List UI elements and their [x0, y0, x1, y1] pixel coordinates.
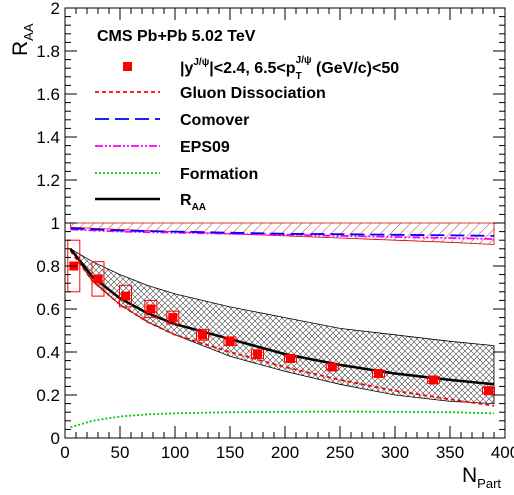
x-tick-label: 250 [326, 443, 354, 462]
syst-box [91, 261, 105, 297]
y-tick-label: 1 [51, 214, 60, 233]
x-tick-label: 50 [111, 443, 130, 462]
legend-marker [123, 62, 132, 71]
legend-label: RAA [180, 192, 206, 213]
data-point [429, 375, 438, 385]
legend-label-sup: J/ψ [296, 55, 312, 66]
legend-label-sub: T [296, 71, 302, 82]
data-point [253, 349, 262, 359]
legend-label-part: |<2.4, 6.5<p [209, 60, 296, 77]
legend-label-part: (GeV/c)<50 [312, 60, 400, 77]
x-tick-label: 350 [436, 443, 464, 462]
x-axis-title: NPart [462, 464, 501, 491]
y-tick-label: 1.8 [36, 42, 60, 61]
data-point [225, 336, 235, 346]
y-tick-label: 1.2 [36, 171, 60, 190]
y-tick-label: 1.4 [36, 128, 60, 147]
data-point [484, 386, 493, 396]
legend-item-eps09: EPS09 [95, 139, 230, 156]
legend-label: Formation [180, 166, 258, 183]
legend-label: Gluon Dissociation [180, 85, 326, 102]
syst-box [119, 284, 132, 308]
data-point [146, 304, 156, 314]
eps09-curve [70, 228, 495, 240]
y-tick-label: 0.8 [36, 257, 60, 276]
legend-label-sub: AA [192, 202, 206, 213]
data-point [286, 353, 295, 363]
legend-label: |yJ/ψ|<2.4, 6.5<pTJ/ψ (GeV/c)<50 [180, 55, 399, 82]
tick-layer: 0 50 100 150 200 250 300 350 400 0 0.2 0.4 0.6 0.8 1 1.… [36, 0, 514, 462]
legend-label: Comover [180, 112, 249, 129]
syst-box [144, 299, 158, 319]
y-axis-title-main: R [9, 41, 32, 56]
x-tick-label: 0 [60, 443, 69, 462]
title: CMS Pb+Pb 5.02 TeV [97, 28, 256, 45]
legend-item-gluon: Gluon Dissociation [95, 85, 326, 102]
x-tick-label: 300 [381, 443, 409, 462]
y-axis-title: RAA [9, 23, 36, 56]
data-point [198, 330, 207, 340]
data-point [374, 369, 383, 378]
x-tick-label: 400 [491, 443, 514, 462]
data-point [121, 291, 130, 301]
formation-curve [70, 410, 495, 429]
syst-box [166, 310, 180, 325]
y-tick-label: 0 [51, 429, 60, 448]
y-tick-label: 0.4 [36, 343, 60, 362]
data-point [93, 274, 103, 284]
y-tick-label: 2 [51, 0, 60, 18]
data-point [327, 362, 337, 372]
x-tick-label: 200 [271, 443, 299, 462]
comover-curve [70, 227, 495, 237]
y-axis-title-sub: AA [21, 23, 36, 41]
legend-item-data: |yJ/ψ|<2.4, 6.5<pTJ/ψ (GeV/c)<50 [123, 55, 399, 82]
x-axis-title-main: N [462, 464, 477, 487]
y-tick-label: 0.6 [36, 300, 60, 319]
legend-label: EPS09 [180, 139, 230, 156]
legend-item-formation: Formation [95, 166, 258, 183]
legend-label-part: |y [180, 60, 193, 77]
syst-box [196, 328, 209, 341]
legend-item-raa: RAA [95, 192, 206, 213]
x-axis-title-sub: Part [477, 476, 501, 491]
y-tick-label: 0.2 [36, 386, 60, 405]
x-tick-label: 150 [216, 443, 244, 462]
legend-label-part: R [180, 192, 192, 209]
legend-item-comover: Comover [95, 112, 249, 129]
y-tick-label: 1.6 [36, 85, 60, 104]
x-tick-label: 100 [161, 443, 189, 462]
data-point [168, 313, 178, 323]
legend-label-sup: J/ψ [193, 57, 209, 68]
